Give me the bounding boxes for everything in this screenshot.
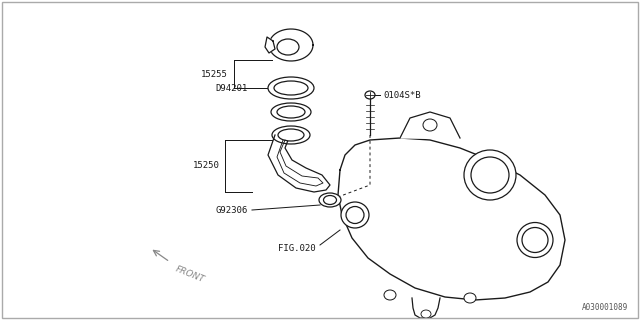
Polygon shape [400,112,460,138]
Text: 15255: 15255 [201,69,228,78]
Ellipse shape [365,91,375,99]
Ellipse shape [272,126,310,144]
Ellipse shape [423,119,437,131]
Ellipse shape [268,77,314,99]
Ellipse shape [464,150,516,200]
Polygon shape [338,138,565,300]
Ellipse shape [517,222,553,258]
Ellipse shape [271,103,311,121]
Ellipse shape [278,129,304,141]
Polygon shape [412,298,440,318]
Ellipse shape [464,293,476,303]
Ellipse shape [522,228,548,252]
Polygon shape [269,29,313,61]
Polygon shape [268,135,330,192]
Text: D94201: D94201 [216,84,248,92]
Text: G92306: G92306 [216,205,248,214]
Ellipse shape [277,39,299,55]
Ellipse shape [274,81,308,95]
Text: A030001089: A030001089 [582,303,628,312]
Ellipse shape [471,157,509,193]
Text: 15250: 15250 [193,161,220,170]
Ellipse shape [319,193,341,207]
Ellipse shape [323,196,337,204]
Ellipse shape [346,206,364,223]
Polygon shape [265,37,275,53]
Text: FIG.020: FIG.020 [278,244,316,252]
Ellipse shape [341,202,369,228]
Ellipse shape [384,290,396,300]
Ellipse shape [421,310,431,318]
Text: FRONT: FRONT [174,265,206,285]
Text: 0104S*B: 0104S*B [383,91,420,100]
Ellipse shape [277,106,305,118]
